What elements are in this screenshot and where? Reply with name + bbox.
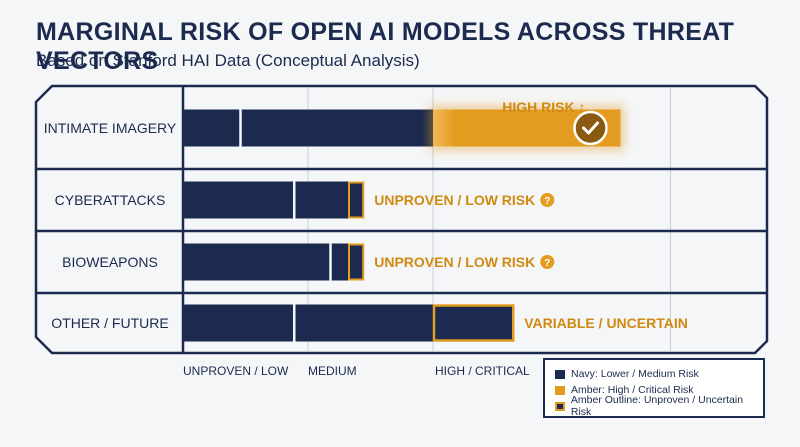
- legend-item-amber: Amber: High / Critical Risk: [555, 382, 763, 398]
- bar-segment-amber-outline: [348, 243, 365, 281]
- bar-segment-navy: [183, 243, 330, 281]
- legend-swatch-amber-outline: [555, 401, 565, 411]
- bar-segment-navy: [183, 109, 240, 147]
- bar-segment-navy: [295, 304, 433, 342]
- chart-legend: Navy: Lower / Medium Risk Amber: High / …: [543, 358, 765, 418]
- legend-item-amber-outline: Amber Outline: Unproven / Uncertain Risk: [555, 394, 763, 418]
- check-mark-icon: [582, 121, 599, 135]
- question-mark-glyph: ?: [544, 196, 550, 207]
- bar-annotation: UNPROVEN / LOW RISK: [374, 254, 535, 270]
- bar-annotation: UNPROVEN / LOW RISK: [374, 192, 535, 208]
- question-mark-glyph: ?: [544, 258, 550, 269]
- legend-label: Navy: Lower / Medium Risk: [571, 368, 699, 380]
- category-label: OTHER / FUTURE: [51, 315, 168, 331]
- category-label: BIOWEAPONS: [62, 254, 158, 270]
- bar-segment-navy: [295, 181, 348, 219]
- legend-swatch-navy: [555, 369, 565, 379]
- bar-segment-navy: [183, 181, 293, 219]
- bar-annotation: VARIABLE / UNCERTAIN: [524, 315, 688, 331]
- bar-segment-amber-outline: [432, 304, 515, 342]
- x-tick-label: UNPROVEN / LOW: [183, 364, 289, 378]
- legend-label: Amber Outline: Unproven / Uncertain Risk: [570, 394, 744, 418]
- category-label: CYBERATTACKS: [55, 192, 166, 208]
- chart-subtitle: Based on Stanford HAI Data (Conceptual A…: [36, 51, 420, 70]
- x-tick-label: MEDIUM: [308, 364, 357, 378]
- question-circle-icon: [540, 255, 555, 269]
- check-circle-icon: [573, 110, 608, 146]
- legend-swatch-amber: [555, 385, 565, 395]
- chart-title: MARGINAL RISK OF OPEN AI MODELS ACROSS T…: [36, 18, 735, 75]
- question-circle-icon: [540, 193, 555, 207]
- bar-segment-navy: [241, 109, 433, 147]
- x-tick-label: HIGH / CRITICAL: [435, 364, 530, 378]
- chart-frame: [34, 84, 769, 355]
- bar-segment-amber-outline: [348, 181, 365, 219]
- legend-item-navy: Navy: Lower / Medium Risk: [555, 366, 763, 382]
- bar-segment-navy: [183, 304, 293, 342]
- bar-segment-navy: [331, 243, 348, 281]
- bar-annotation: HIGH RISK ↑: [502, 99, 585, 115]
- legend-label: Amber: High / Critical Risk: [571, 384, 694, 396]
- category-label: INTIMATE IMAGERY: [44, 120, 177, 136]
